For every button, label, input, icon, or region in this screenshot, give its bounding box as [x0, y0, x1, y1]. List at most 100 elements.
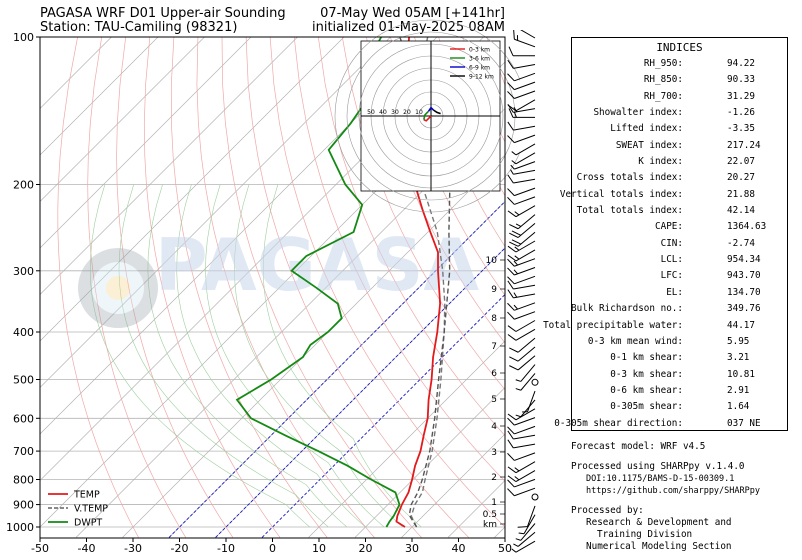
- index-value: 42.14: [727, 205, 755, 217]
- moist-adiabat: [234, 184, 403, 528]
- index-label: CIN:: [660, 237, 683, 249]
- index-value: 2.91: [727, 384, 750, 396]
- height-label: 3: [491, 448, 497, 458]
- sharppy-url: https://github.com/sharppy/SHARPpy: [586, 486, 760, 496]
- wind-barb: [507, 267, 536, 276]
- barb-flag: [507, 426, 515, 435]
- index-row: 0-305m shear direction: 037 NE: [554, 417, 787, 434]
- wind-barb: [507, 59, 536, 69]
- index-label: LFC:: [660, 270, 683, 282]
- org-line-1: Research & Development and: [586, 517, 732, 528]
- barb-body: [508, 108, 535, 118]
- x-tick-label: 40: [452, 542, 466, 555]
- barb-body: [507, 174, 536, 184]
- index-value: 90.33: [727, 74, 755, 86]
- wind-barb: [507, 289, 536, 299]
- barb-staff: [513, 443, 536, 449]
- processed-using: Processed using SHARPpy v.1.4.0: [571, 461, 745, 472]
- barb-body: [507, 187, 536, 197]
- legend-label: V.TEMP: [74, 504, 108, 515]
- barb-staff: [514, 417, 536, 426]
- barb-staff: [513, 108, 536, 113]
- barb-half: [511, 548, 517, 553]
- dry-adiabat: [390, 37, 505, 296]
- wind-barb: [510, 169, 536, 175]
- barb-flag: [509, 356, 519, 362]
- y-tick-label: 1000: [6, 521, 34, 534]
- barb-flag: [507, 475, 517, 483]
- barb-flag: [507, 430, 514, 440]
- x-tick-label: 20: [359, 542, 373, 555]
- wind-barb: [507, 302, 536, 311]
- title-left-line-2: Station: TAU-Camiling (98321): [40, 20, 238, 35]
- org-line-2: Training Division: [597, 529, 693, 540]
- index-label: RH_850:: [643, 74, 683, 86]
- wind-barb: [515, 523, 536, 541]
- indices-rows: RH_950: 94.22 RH_850: 90.33 RH_700: 31.29 Show…: [543, 58, 787, 434]
- index-row: 0-3 km mean wind: 5.95: [572, 336, 787, 352]
- index-label: Bulk Richardson no.:: [571, 303, 683, 315]
- axes: -50 -40 -30 -20 -10 0 10 20 30 40 50 1000 900 800 700 6…: [6, 31, 512, 555]
- barb-body: [507, 258, 536, 267]
- y-tick-label: 300: [13, 265, 34, 278]
- index-row: 0-1 km shear: 3.21: [572, 352, 787, 368]
- index-label: EL:: [666, 286, 683, 298]
- barb-staff: [514, 452, 536, 461]
- wind-barb: [507, 408, 536, 421]
- barb-flag: [507, 258, 515, 267]
- wind-barb: [507, 258, 536, 267]
- hodograph-segment: [432, 109, 441, 115]
- barb-staff: [517, 223, 536, 238]
- hodograph-ring-label: 40: [379, 109, 387, 116]
- barb-staff: [527, 505, 536, 527]
- barb-staff: [515, 143, 536, 156]
- index-value: 349.76: [727, 303, 761, 315]
- wind-barb: [507, 470, 536, 483]
- barb-half: [513, 292, 518, 298]
- index-row: CAPE: 1364.63: [572, 221, 787, 237]
- index-value: 20.27: [727, 172, 755, 184]
- hodograph-legend-label: 6-9 km: [469, 65, 490, 72]
- wind-barb: [509, 337, 536, 353]
- barb-body: [507, 408, 536, 421]
- index-row: 0-3 km shear: 10.81: [572, 369, 787, 385]
- barb-staff: [513, 434, 536, 440]
- y-tick-label: 500: [13, 373, 34, 386]
- x-tick-label: 0: [269, 542, 276, 555]
- barb-body: [507, 205, 536, 218]
- index-value: 217.24: [727, 139, 761, 151]
- barb-body: [507, 267, 536, 276]
- height-label: 6: [491, 369, 497, 379]
- hodograph-segment: [427, 106, 434, 112]
- barb-body: [509, 231, 536, 247]
- barb-half: [516, 35, 519, 41]
- barb-body: [507, 478, 536, 488]
- height-label: 5: [491, 395, 497, 405]
- wind-barb: [515, 373, 536, 391]
- wind-barb: [507, 72, 536, 82]
- index-label: 0-1 km shear:: [610, 352, 683, 364]
- index-value: 037 NE: [727, 417, 761, 429]
- barb-body: [507, 320, 536, 332]
- title-left-line-1: PAGASA WRF D01 Upper-air Sounding: [40, 6, 286, 21]
- dry-adiabat: [143, 37, 281, 538]
- barb-staff: [514, 487, 536, 497]
- height-label: 4: [491, 422, 497, 432]
- barb-flag: [507, 452, 515, 461]
- barb-flag: [507, 254, 517, 262]
- isotherm: [40, 37, 298, 295]
- barb-body: [513, 531, 536, 547]
- isotherm: [40, 37, 159, 156]
- barb-half: [513, 260, 518, 266]
- wind-barb: [507, 311, 536, 320]
- barb-staff: [517, 231, 536, 247]
- height-label: 7: [491, 342, 497, 352]
- hodograph-segment: [423, 115, 432, 122]
- y-tick-label: 900: [13, 499, 34, 512]
- index-row: EL: 134.70: [572, 287, 787, 303]
- barb-flag: [507, 289, 514, 299]
- height-label: 2: [491, 473, 497, 483]
- barb-flag: [507, 325, 517, 332]
- barb-staff: [523, 514, 536, 535]
- barb-flag: [507, 488, 515, 497]
